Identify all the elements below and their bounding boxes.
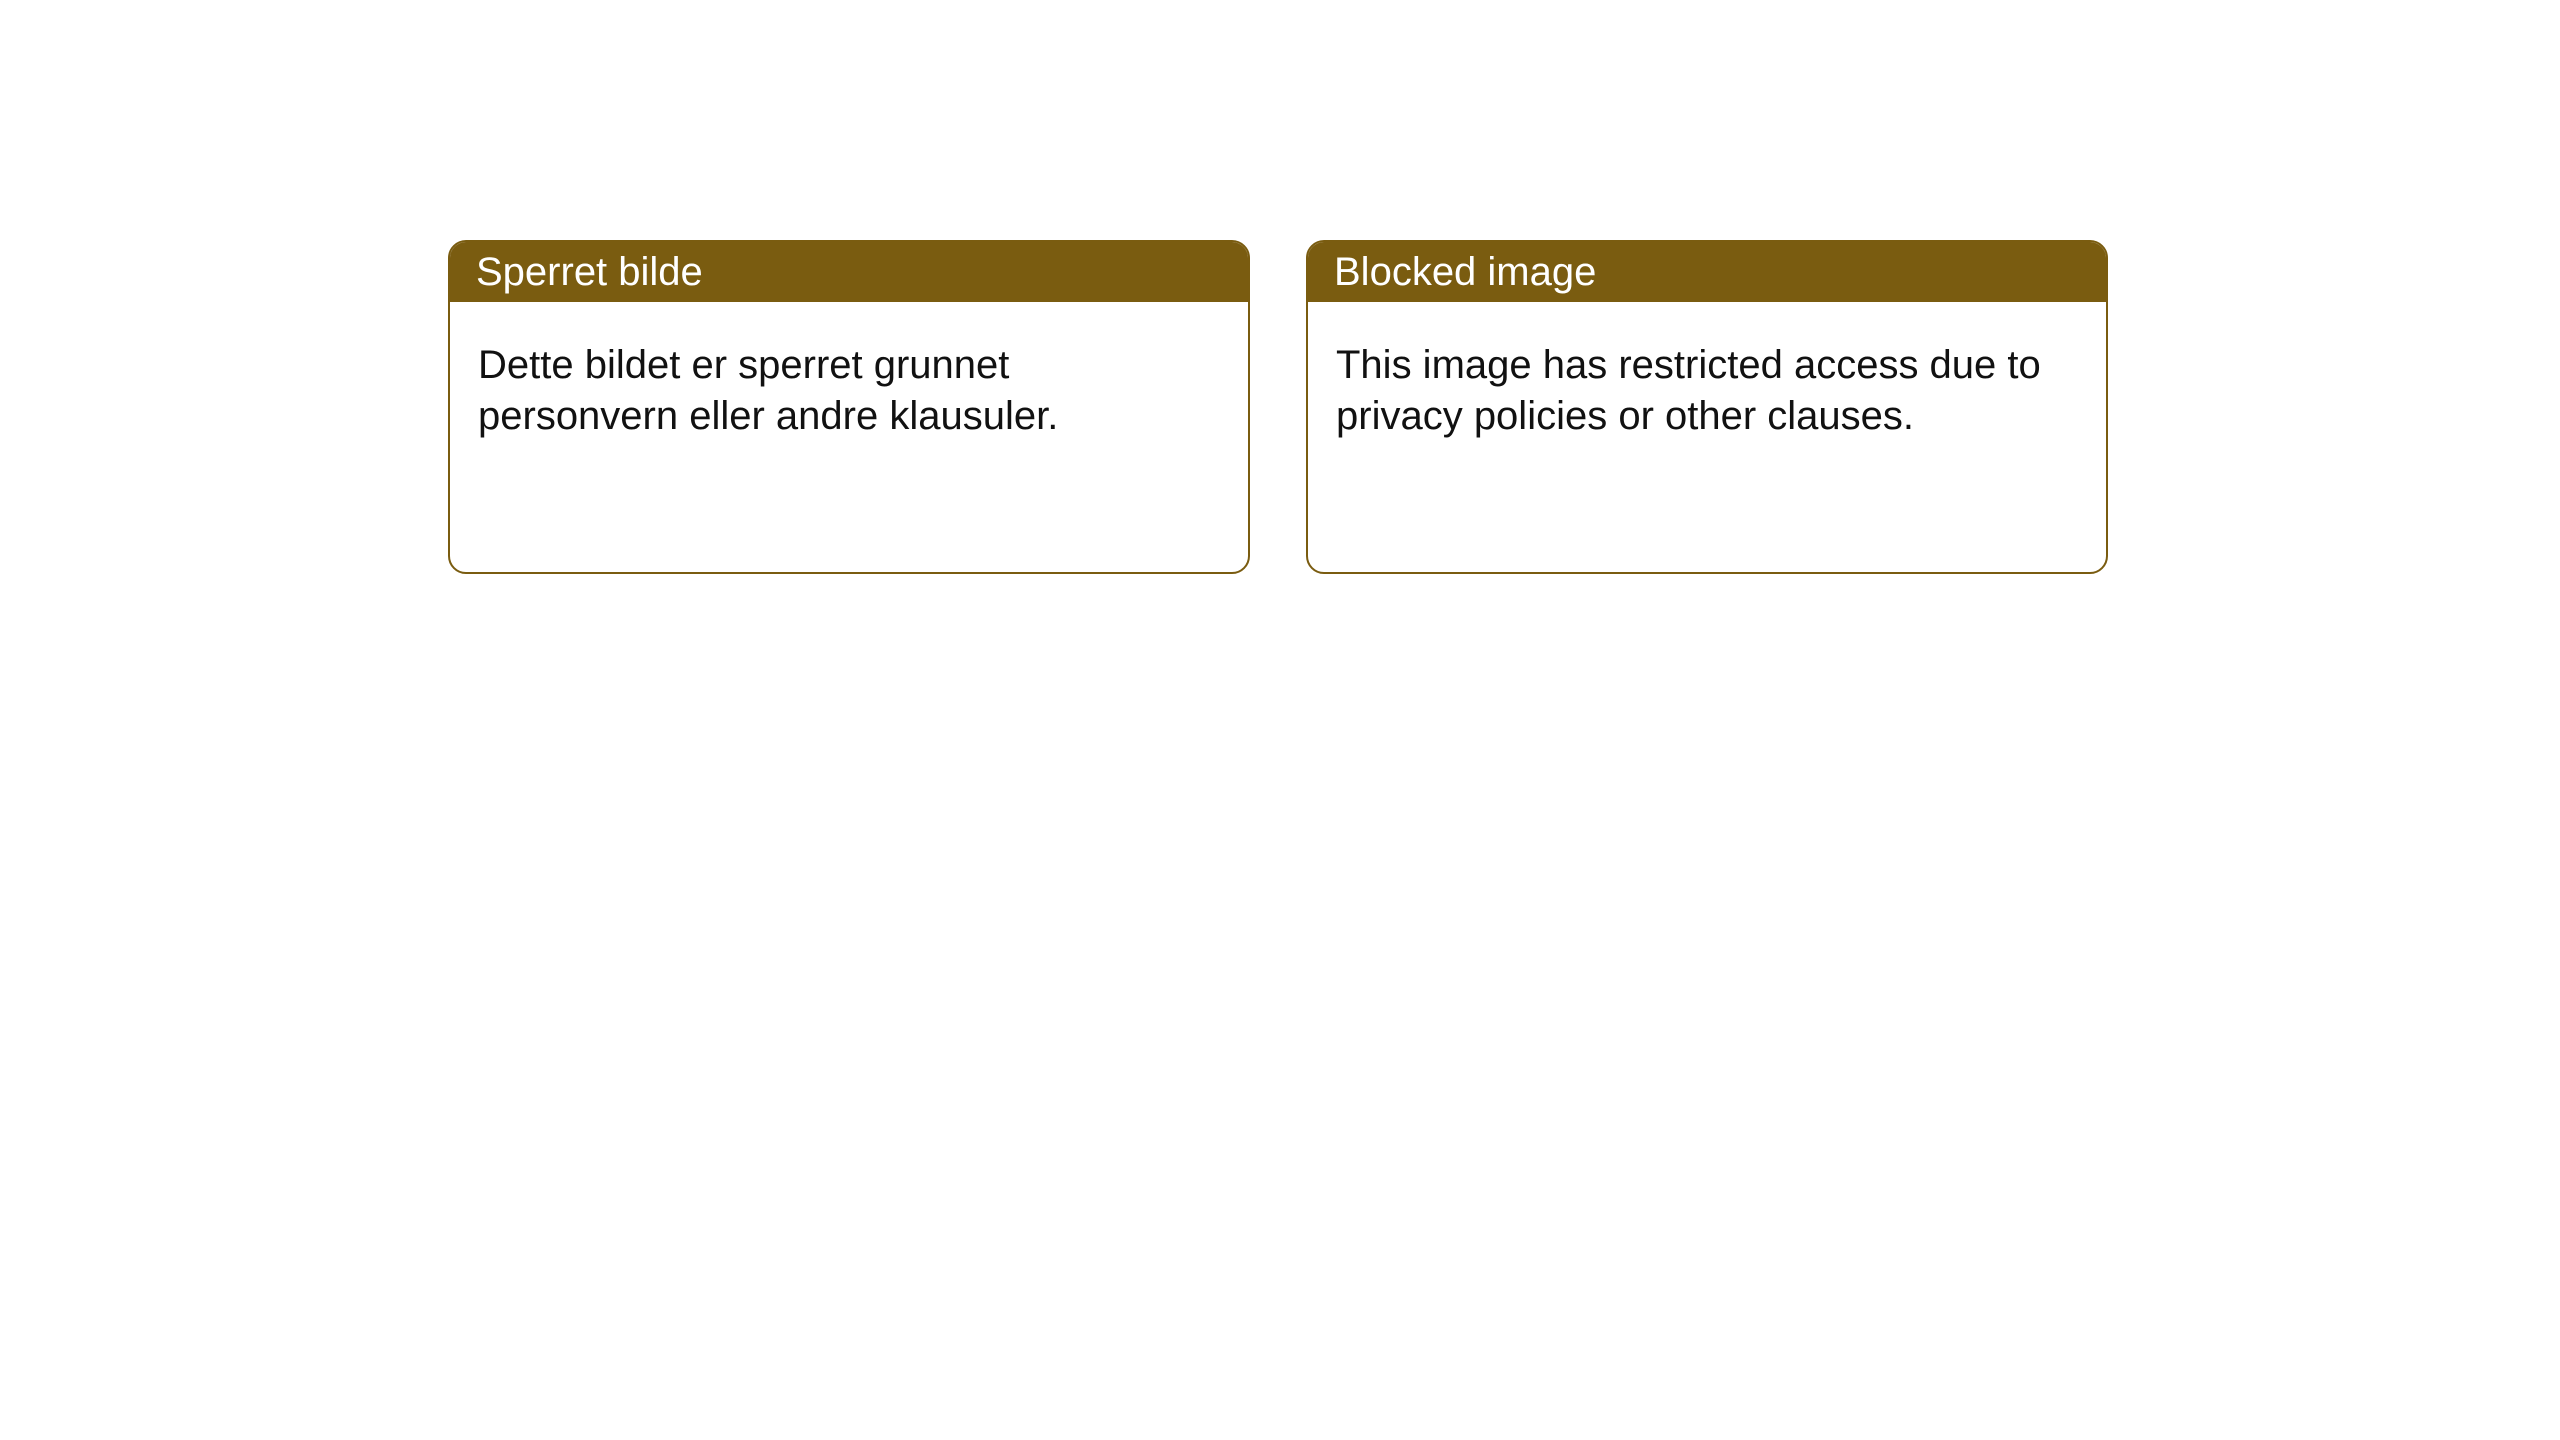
blocked-image-card-no: Sperret bilde Dette bildet er sperret gr… (448, 240, 1250, 574)
blocked-image-card-en: Blocked image This image has restricted … (1306, 240, 2108, 574)
card-header-title: Sperret bilde (476, 250, 703, 295)
card-body-text: This image has restricted access due to … (1336, 340, 2078, 442)
card-header-title: Blocked image (1334, 250, 1596, 295)
card-body: Dette bildet er sperret grunnet personve… (450, 302, 1248, 480)
card-header: Sperret bilde (450, 242, 1248, 302)
card-header: Blocked image (1308, 242, 2106, 302)
card-body-text: Dette bildet er sperret grunnet personve… (478, 340, 1220, 442)
notice-container: Sperret bilde Dette bildet er sperret gr… (0, 0, 2560, 574)
card-body: This image has restricted access due to … (1308, 302, 2106, 480)
